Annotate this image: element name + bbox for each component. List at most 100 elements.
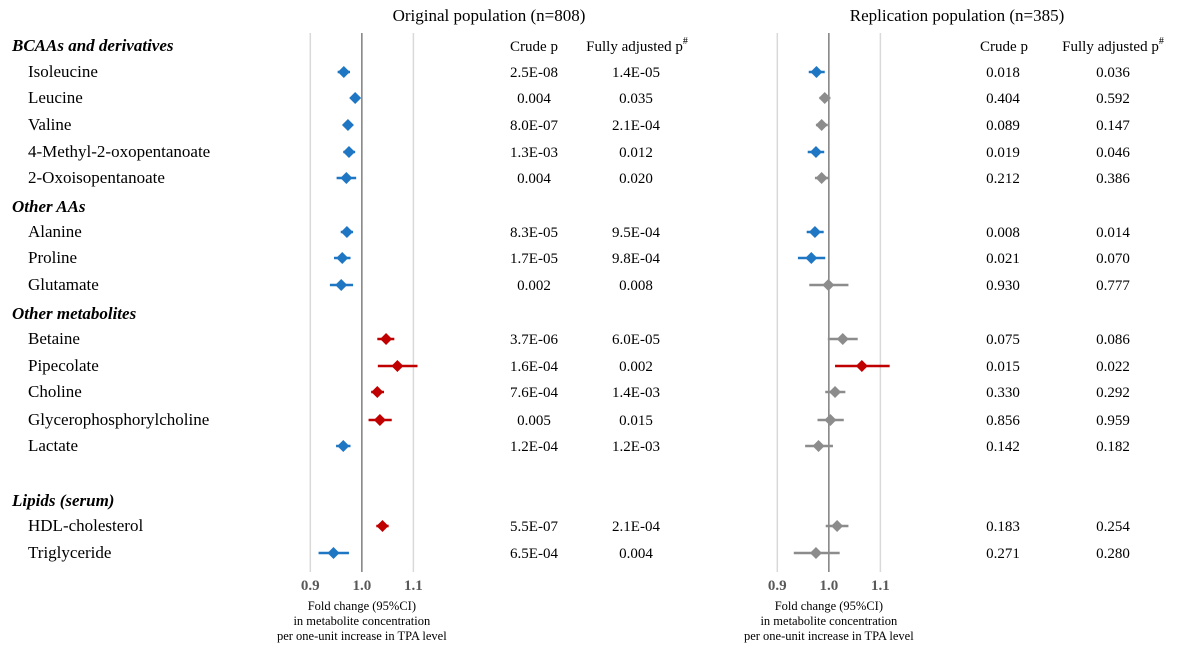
- original-estimate-glycerophosphorylcholine: [373, 414, 386, 426]
- original-crude-p-alanine: 8.3E-05: [510, 225, 558, 241]
- group-heading-other-metabolites: Other metabolites: [12, 304, 137, 323]
- original-crude-p-glutamate: 0.002: [517, 278, 551, 294]
- replication-estimate-pipecolate: [855, 360, 868, 372]
- original-estimate-leucine: [349, 92, 362, 104]
- replication-crude-p-4-methyl-2-oxopentanoate: 0.019: [986, 145, 1020, 161]
- replication-estimate-choline: [829, 386, 842, 398]
- replication-crude-p-header: Crude p: [980, 39, 1028, 55]
- original-estimate-2-oxoisopentanoate: [340, 172, 353, 184]
- original-tick-label-1-0: 1.0: [352, 578, 371, 594]
- original-estimate-4-methyl-2-oxopentanoate: [342, 146, 355, 158]
- row-label-alanine: Alanine: [28, 222, 82, 241]
- original-axis-label-line-3: per one-unit increase in TPA level: [277, 629, 447, 643]
- original-crude-p-2-oxoisopentanoate: 0.004: [517, 171, 551, 187]
- replication-crude-p-glutamate: 0.930: [986, 278, 1020, 294]
- original-adjusted-p-pipecolate: 0.002: [619, 359, 653, 375]
- original-adjusted-p-choline: 1.4E-03: [612, 385, 660, 401]
- original-tick-label-0-9: 0.9: [301, 578, 320, 594]
- replication-adjusted-p-header: Fully adjusted p#: [1062, 36, 1164, 55]
- original-adjusted-p-header: Fully adjusted p#: [586, 36, 688, 55]
- replication-estimate-leucine: [818, 92, 831, 104]
- replication-crude-p-pipecolate: 0.015: [986, 359, 1020, 375]
- original-axis-label-line-2: in metabolite concentration: [293, 614, 431, 628]
- row-label-lactate: Lactate: [28, 436, 78, 455]
- replication-estimate-alanine: [808, 226, 821, 238]
- original-axis-label-line-1: Fold change (95%CI): [308, 599, 416, 613]
- replication-crude-p-betaine: 0.075: [986, 332, 1020, 348]
- replication-axis-label-line-2: in metabolite concentration: [760, 614, 898, 628]
- row-label-glutamate: Glutamate: [28, 275, 99, 294]
- original-crude-p-hdl-cholesterol: 5.5E-07: [510, 519, 558, 535]
- replication-estimate-valine: [815, 119, 828, 131]
- original-crude-p-isoleucine: 2.5E-08: [510, 65, 558, 81]
- row-label-hdl-cholesterol: HDL-cholesterol: [28, 516, 143, 535]
- original-crude-p-pipecolate: 1.6E-04: [510, 359, 558, 375]
- original-adjusted-p-glutamate: 0.008: [619, 278, 653, 294]
- original-adjusted-p-lactate: 1.2E-03: [612, 439, 660, 455]
- replication-tick-label-1-0: 1.0: [819, 578, 838, 594]
- replication-adjusted-p-choline: 0.292: [1096, 385, 1130, 401]
- original-estimate-triglyceride: [327, 547, 340, 559]
- original-crude-p-triglyceride: 6.5E-04: [510, 546, 558, 562]
- original-tick-label-1-1: 1.1: [404, 578, 423, 594]
- original-crude-p-choline: 7.6E-04: [510, 385, 558, 401]
- row-label-glycerophosphorylcholine: Glycerophosphorylcholine: [28, 410, 209, 429]
- original-adjusted-p-isoleucine: 1.4E-05: [612, 65, 660, 81]
- replication-axis-label-line-3: per one-unit increase in TPA level: [744, 629, 914, 643]
- original-crude-p-glycerophosphorylcholine: 0.005: [517, 413, 551, 429]
- replication-adjusted-p-glycerophosphorylcholine: 0.959: [1096, 413, 1130, 429]
- original-estimate-isoleucine: [337, 66, 350, 78]
- replication-crude-p-triglyceride: 0.271: [986, 546, 1020, 562]
- replication-crude-p-hdl-cholesterol: 0.183: [986, 519, 1020, 535]
- replication-adjusted-p-pipecolate: 0.022: [1096, 359, 1130, 375]
- replication-estimate-lactate: [812, 440, 825, 452]
- replication-crude-p-valine: 0.089: [986, 118, 1020, 134]
- replication-crude-p-lactate: 0.142: [986, 439, 1020, 455]
- row-label-2-oxoisopentanoate: 2-Oxoisopentanoate: [28, 168, 165, 187]
- original-adjusted-p-valine: 2.1E-04: [612, 118, 660, 134]
- original-adjusted-p-proline: 9.8E-04: [612, 251, 660, 267]
- original-estimate-alanine: [340, 226, 353, 238]
- original-estimate-glutamate: [335, 279, 348, 291]
- replication-tick-label-1-1: 1.1: [871, 578, 890, 594]
- replication-crude-p-alanine: 0.008: [986, 225, 1020, 241]
- original-adjusted-p-4-methyl-2-oxopentanoate: 0.012: [619, 145, 653, 161]
- replication-adjusted-p-4-methyl-2-oxopentanoate: 0.046: [1096, 145, 1130, 161]
- replication-adjusted-p-lactate: 0.182: [1096, 439, 1130, 455]
- replication-estimate-4-methyl-2-oxopentanoate: [809, 146, 822, 158]
- original-estimate-proline: [336, 252, 349, 264]
- replication-adjusted-p-triglyceride: 0.280: [1096, 546, 1130, 562]
- replication-crude-p-2-oxoisopentanoate: 0.212: [986, 171, 1020, 187]
- row-label-pipecolate: Pipecolate: [28, 356, 99, 375]
- original-estimate-lactate: [337, 440, 350, 452]
- group-heading-other-aas: Other AAs: [12, 197, 86, 216]
- replication-adjusted-p-hdl-cholesterol: 0.254: [1096, 519, 1130, 535]
- replication-estimate-glutamate: [822, 279, 835, 291]
- replication-crude-p-choline: 0.330: [986, 385, 1020, 401]
- replication-crude-p-proline: 0.021: [986, 251, 1020, 267]
- replication-adjusted-p-valine: 0.147: [1096, 118, 1130, 134]
- original-adjusted-p-betaine: 6.0E-05: [612, 332, 660, 348]
- replication-tick-label-0-9: 0.9: [768, 578, 787, 594]
- replication-estimate-betaine: [836, 333, 849, 345]
- original-crude-p-proline: 1.7E-05: [510, 251, 558, 267]
- replication-crude-p-leucine: 0.404: [986, 91, 1020, 107]
- original-population-title: Original population (n=808): [393, 6, 586, 25]
- original-adjusted-p-glycerophosphorylcholine: 0.015: [619, 413, 653, 429]
- original-crude-p-lactate: 1.2E-04: [510, 439, 558, 455]
- replication-estimate-triglyceride: [809, 547, 822, 559]
- group-heading-bcaas: BCAAs and derivatives: [11, 36, 174, 55]
- original-estimate-choline: [371, 386, 384, 398]
- row-label-triglyceride: Triglyceride: [28, 543, 111, 562]
- replication-crude-p-glycerophosphorylcholine: 0.856: [986, 413, 1020, 429]
- original-adjusted-p-hdl-cholesterol: 2.1E-04: [612, 519, 660, 535]
- original-crude-p-4-methyl-2-oxopentanoate: 1.3E-03: [510, 145, 558, 161]
- replication-axis-label-line-1: Fold change (95%CI): [775, 599, 883, 613]
- replication-adjusted-p-betaine: 0.086: [1096, 332, 1130, 348]
- original-estimate-pipecolate: [391, 360, 404, 372]
- replication-adjusted-p-glutamate: 0.777: [1096, 278, 1130, 294]
- replication-crude-p-isoleucine: 0.018: [986, 65, 1020, 81]
- replication-forest-panel: 0.9 1.0 1.1 Fold change (95%CI)in metabolit…: [744, 33, 1130, 643]
- original-crude-p-valine: 8.0E-07: [510, 118, 558, 134]
